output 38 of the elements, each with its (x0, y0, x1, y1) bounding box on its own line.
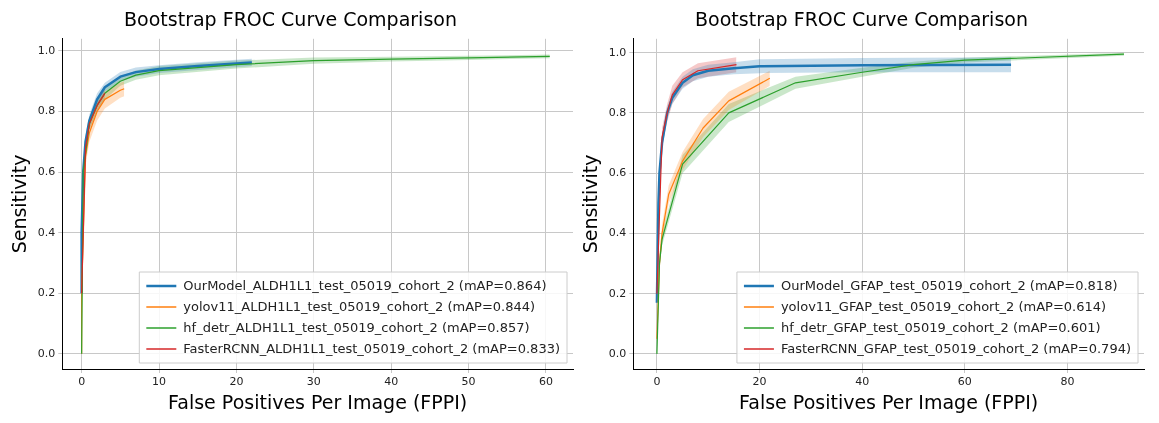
x-tick-label: 60 (957, 375, 972, 389)
x-tick-label: 50 (461, 375, 476, 389)
chart-title: Bootstrap FROC Curve Comparison (124, 8, 457, 31)
x-axis-title: False Positives Per Image (FPPI) (168, 390, 468, 413)
x-tick-label: 10 (152, 375, 167, 389)
y-tick-label: 0.6 (37, 164, 56, 178)
y-tick-label: 1.0 (608, 45, 627, 59)
legend-label: yolov11_ALDH1L1_test_05019_cohort_2 (mAP=0.844) (183, 299, 536, 315)
x-tick-label: 20 (752, 375, 767, 389)
y-axis-title: Sensitivity (8, 154, 31, 254)
x-tick-label: 0 (653, 375, 661, 389)
y-tick-label: 0.6 (608, 166, 627, 180)
y-tick-label: 0.0 (608, 346, 627, 360)
legend-label: hf_detr_GFAP_test_05019_cohort_2 (mAP=0.601) (780, 320, 1101, 336)
y-axis-title: Sensitivity (579, 154, 602, 254)
x-tick-label: 40 (855, 375, 870, 389)
legend-label: hf_detr_ALDH1L1_test_05019_cohort_2 (mAP=0.857) (183, 320, 530, 336)
legend-label: FasterRCNN_ALDH1L1_test_05019_cohort_2 (mAP=0.833) (183, 341, 561, 357)
y-tick-label: 0.8 (37, 104, 56, 118)
y-tick-label: 0.2 (608, 286, 627, 300)
y-tick-label: 0.4 (37, 225, 56, 239)
x-tick-label: 0 (78, 375, 86, 389)
legend-label: OurModel_ALDH1L1_test_05019_cohort_2 (mAP=0.864) (183, 278, 547, 294)
chart-title: Bootstrap FROC Curve Comparison (695, 8, 1028, 31)
x-tick-label: 40 (384, 375, 399, 389)
x-tick-label: 30 (306, 375, 321, 389)
legend-label: FasterRCNN_GFAP_test_05019_cohort_2 (mAP=0.794) (780, 341, 1131, 357)
legend-label: yolov11_GFAP_test_05019_cohort_2 (mAP=0.614) (780, 299, 1107, 315)
y-tick-label: 0.2 (37, 286, 56, 300)
x-tick-label: 20 (229, 375, 244, 389)
x-tick-label: 60 (538, 375, 553, 389)
y-tick-label: 0.4 (608, 226, 627, 240)
x-tick-label: 80 (1060, 375, 1075, 389)
y-tick-label: 0.8 (608, 105, 627, 119)
y-tick-label: 0.0 (37, 346, 56, 360)
y-tick-label: 1.0 (37, 43, 56, 57)
legend-label: OurModel_GFAP_test_05019_cohort_2 (mAP=0.818) (780, 278, 1118, 294)
x-axis-title: False Positives Per Image (FPPI) (739, 390, 1039, 413)
